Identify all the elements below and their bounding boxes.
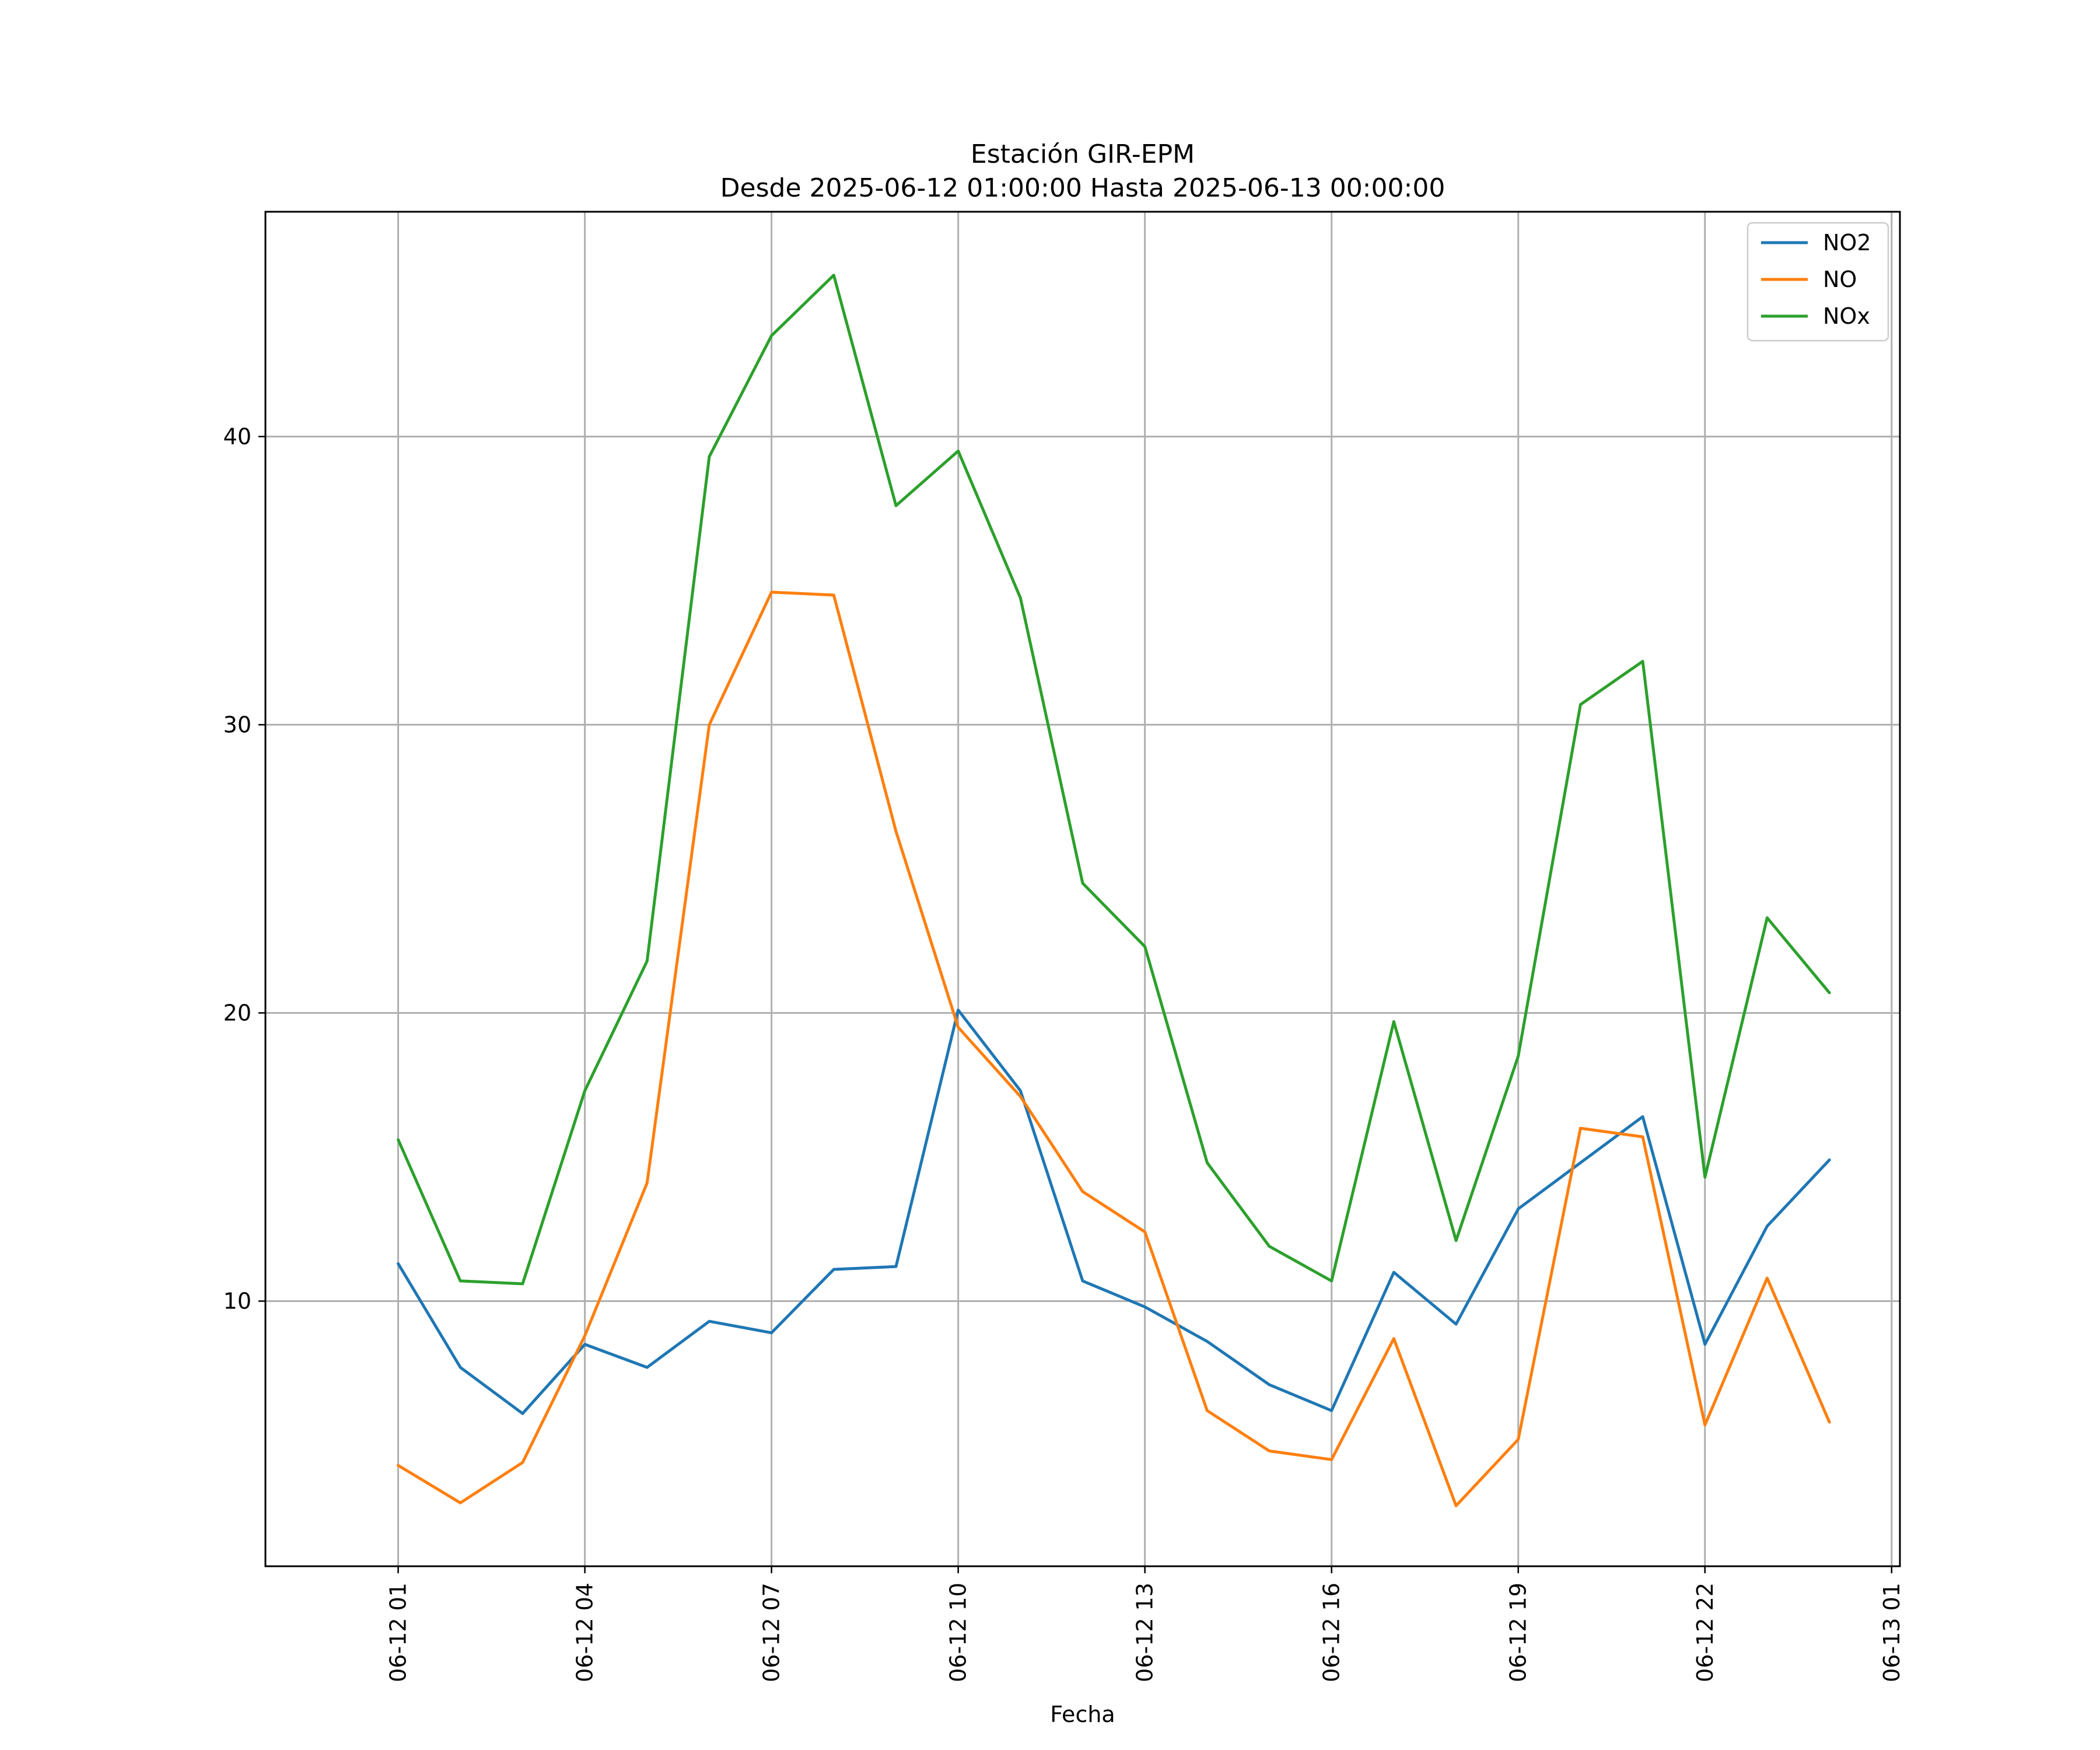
x-tick-label: 06-12 13 [1132, 1583, 1158, 1682]
x-tick-label: 06-12 22 [1692, 1583, 1718, 1682]
legend-label-no2: NO2 [1823, 230, 1871, 256]
x-tick-label: 06-12 01 [386, 1583, 411, 1682]
chart-title: Estación GIR-EPM [971, 139, 1195, 169]
grid [265, 212, 1900, 1566]
legend-entries: NO2 NO NOx [1761, 230, 1871, 329]
x-tick-label: 06-12 16 [1319, 1583, 1345, 1682]
series-line-no [397, 590, 1831, 1507]
x-tick-label: 06-12 04 [572, 1583, 598, 1682]
chart-subtitle: Desde 2025-06-12 01:00:00 Hasta 2025-06-… [720, 173, 1446, 203]
series-line-nox [397, 274, 1831, 1286]
legend: NO2 NO NOx [1746, 222, 1889, 342]
x-tick-label: 06-12 19 [1506, 1583, 1531, 1682]
x-tick-label: 06-13 01 [1879, 1583, 1905, 1682]
legend-label-no: NO [1823, 267, 1857, 292]
plot-area-frame [264, 211, 1901, 1567]
y-tick-label: 40 [223, 424, 251, 449]
series-line-no2 [397, 1009, 1831, 1415]
legend-box [1746, 222, 1889, 342]
x-tick-label: 06-12 07 [759, 1583, 785, 1682]
y-tick-label: 10 [223, 1288, 251, 1314]
legend-label-nox: NOx [1823, 303, 1870, 329]
axis-ticks: 10 20 30 40 06-12 01 06-12 04 06-12 07 06-12 10… [223, 424, 1905, 1682]
y-tick-label: 20 [223, 1000, 251, 1026]
x-axis-label: Fecha [1050, 1702, 1115, 1727]
y-tick-label: 30 [223, 712, 251, 737]
series-lines [397, 274, 1831, 1507]
x-tick-label: 06-12 10 [946, 1583, 971, 1682]
